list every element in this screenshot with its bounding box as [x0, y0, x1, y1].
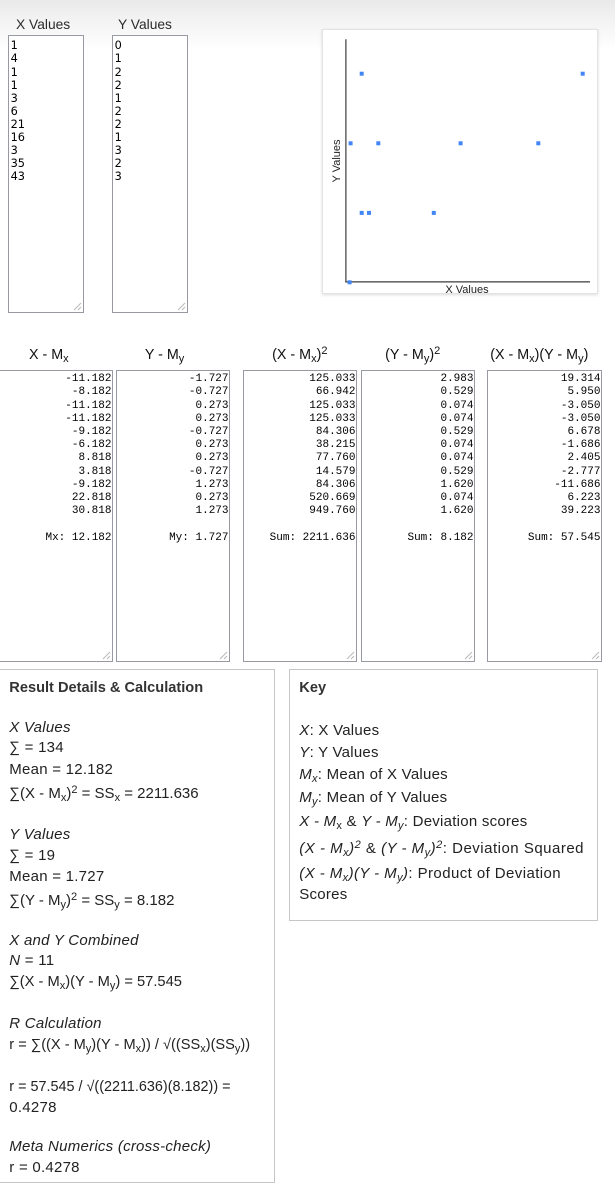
svg-text:Y Values: Y Values — [331, 139, 343, 183]
svg-text:X Values: X Values — [445, 284, 489, 293]
